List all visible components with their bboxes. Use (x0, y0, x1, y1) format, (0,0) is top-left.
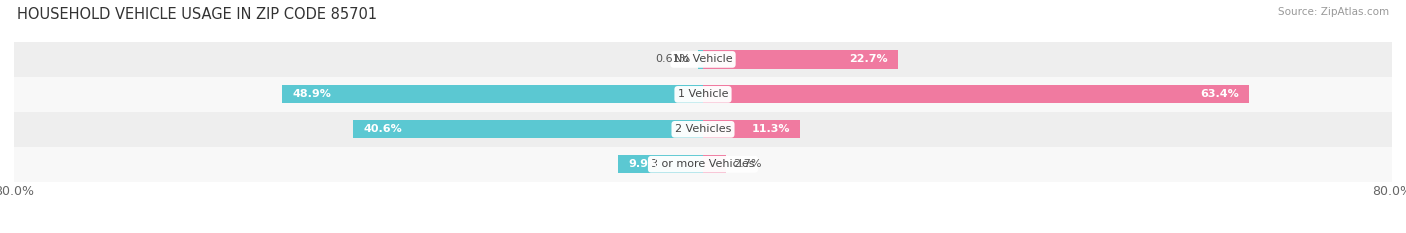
Bar (14, 147, 1392, 182)
Bar (14, 42, 1392, 77)
Bar (703, 155, 727, 173)
Text: 3 or more Vehicles: 3 or more Vehicles (651, 159, 755, 169)
Text: No Vehicle: No Vehicle (673, 55, 733, 64)
Text: 2 Vehicles: 2 Vehicles (675, 124, 731, 134)
Bar (703, 50, 898, 69)
Text: 22.7%: 22.7% (849, 55, 889, 64)
Text: 63.4%: 63.4% (1199, 89, 1239, 99)
Bar (14, 112, 1392, 147)
Text: 0.61%: 0.61% (655, 55, 690, 64)
Bar (14, 77, 1392, 112)
Bar (281, 85, 703, 103)
Bar (353, 120, 703, 138)
Text: 9.9%: 9.9% (628, 159, 659, 169)
Bar (703, 120, 800, 138)
Bar (617, 155, 703, 173)
Text: Source: ZipAtlas.com: Source: ZipAtlas.com (1278, 7, 1389, 17)
Bar (703, 85, 1249, 103)
Text: 2.7%: 2.7% (733, 159, 762, 169)
Text: 1 Vehicle: 1 Vehicle (678, 89, 728, 99)
Text: 40.6%: 40.6% (364, 124, 402, 134)
Text: 11.3%: 11.3% (751, 124, 790, 134)
Text: HOUSEHOLD VEHICLE USAGE IN ZIP CODE 85701: HOUSEHOLD VEHICLE USAGE IN ZIP CODE 8570… (17, 7, 377, 22)
Bar (697, 50, 703, 69)
Text: 48.9%: 48.9% (292, 89, 330, 99)
